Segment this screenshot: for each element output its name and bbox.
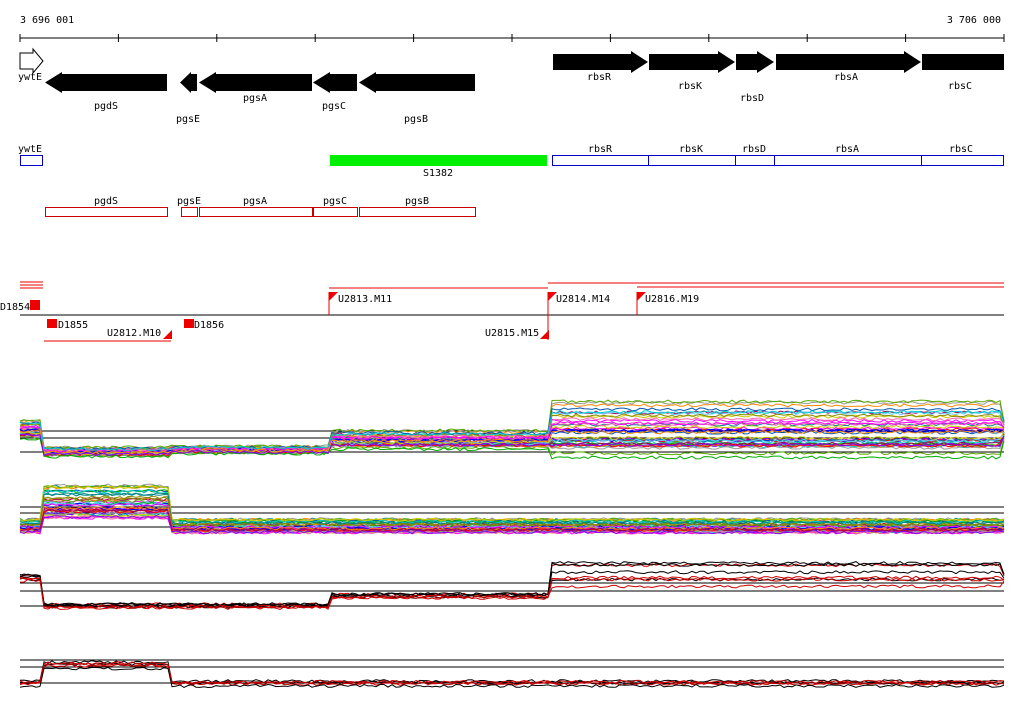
marker-label-d1854: D1854 (0, 302, 30, 313)
marker-u2814[interactable] (548, 292, 557, 301)
red-box-pgsB[interactable] (359, 207, 476, 217)
expression-panel-3 (19, 560, 1005, 610)
blue-box-rbsC[interactable] (921, 155, 1004, 166)
marker-label-u2816: U2816.M19 (645, 294, 699, 305)
expression-panel-4 (19, 659, 1005, 689)
gene-arrow-rbsR[interactable] (553, 51, 648, 73)
expression-trace (19, 509, 1005, 532)
gene-arrow-ywtE[interactable] (19, 47, 44, 75)
gene-arrow-pgsA[interactable] (199, 72, 312, 93)
gene-arrow-rbsD[interactable] (736, 51, 774, 73)
marker-label-d1856: D1856 (194, 320, 224, 331)
red-box-label-pgsC: pgsC (323, 196, 347, 207)
marker-u2812[interactable] (163, 330, 172, 339)
red-box-pgsC[interactable] (313, 207, 358, 217)
transcript-track: D1854 D1855 U2812.M10 D1856 U2813.M11 U2… (0, 281, 1004, 342)
gene-label-rbsD: rbsD (740, 93, 764, 104)
gene-label-pgsC: pgsC (322, 101, 346, 112)
gene-arrow-rbsC[interactable] (922, 54, 1004, 70)
expression-trace (19, 485, 1005, 522)
green-segment-label: S1382 (423, 168, 453, 179)
gene-label-ywtE: ywtE (18, 72, 42, 83)
gene-label-rbsK: rbsK (678, 81, 702, 92)
blue-box-label-rbsK: rbsK (679, 144, 703, 155)
blue-box-rbsA[interactable] (774, 155, 922, 166)
gene-arrow-pgsC[interactable] (313, 72, 357, 93)
red-box-pgsE[interactable] (181, 207, 198, 217)
ruler-end-label: 3 706 000 (947, 15, 1001, 26)
expression-trace (19, 570, 1005, 608)
gene-arrow-pgdS[interactable] (45, 72, 167, 93)
expression-trace (19, 562, 1005, 607)
expression-trace (19, 433, 1005, 457)
expression-trace (19, 431, 1005, 456)
expression-trace (19, 577, 1005, 609)
blue-box-rbsD[interactable] (735, 155, 775, 166)
gene-label-rbsA: rbsA (834, 72, 858, 83)
red-box-pgsA[interactable] (199, 207, 313, 217)
marker-label-u2812: U2812.M10 (107, 328, 161, 339)
ruler-ticks (19, 34, 1005, 42)
blue-box-label-rbsD: rbsD (742, 144, 766, 155)
marker-d1854[interactable] (30, 300, 40, 310)
red-box-label-pgdS: pgdS (94, 196, 118, 207)
blue-box-label-ywtE: ywtE (18, 144, 42, 155)
expression-trace (19, 428, 1005, 455)
reverse-feature-track: pgdS pgsE pgsA pgsC pgsB (45, 196, 476, 217)
blue-box-rbsR[interactable] (552, 155, 649, 166)
blue-box-ywtE[interactable] (20, 155, 43, 166)
marker-u2816[interactable] (637, 292, 646, 301)
expression-trace (19, 515, 1005, 535)
marker-d1855[interactable] (47, 319, 57, 328)
gene-label-pgsE: pgsE (176, 114, 200, 125)
gene-arrow-pgsB[interactable] (359, 72, 475, 93)
expression-trace (19, 666, 1005, 689)
marker-u2815[interactable] (540, 330, 549, 339)
gene-track: ywtE pgdS pgsE pgsA pgsC pgsB rbsR rbsK … (18, 47, 1004, 125)
blue-box-rbsK[interactable] (648, 155, 736, 166)
blue-box-label-rbsA: rbsA (835, 144, 859, 155)
gene-label-rbsR: rbsR (587, 72, 612, 83)
red-box-label-pgsE: pgsE (177, 196, 201, 207)
coordinate-ruler: 3 696 001 3 706 000 (19, 15, 1005, 42)
marker-d1856[interactable] (184, 319, 194, 328)
blue-box-label-rbsC: rbsC (949, 144, 973, 155)
gene-label-pgsA: pgsA (243, 93, 267, 104)
marker-label-u2813: U2813.M11 (338, 294, 392, 305)
gene-arrow-pgsE[interactable] (180, 72, 197, 93)
gene-label-pgsB: pgsB (404, 114, 428, 125)
ruler-start-label: 3 696 001 (20, 15, 74, 26)
expression-trace (19, 433, 1005, 458)
blue-box-label-rbsR: rbsR (588, 144, 613, 155)
expression-trace (19, 437, 1005, 460)
red-box-label-pgsB: pgsB (405, 196, 429, 207)
expression-panel-1 (19, 399, 1005, 460)
expression-trace (19, 575, 1005, 609)
red-box-label-pgsA: pgsA (243, 196, 267, 207)
expression-trace (19, 410, 1005, 451)
expression-trace (19, 496, 1005, 527)
gene-label-pgdS: pgdS (94, 101, 118, 112)
expression-trace (19, 399, 1005, 450)
red-box-pgdS[interactable] (45, 207, 168, 217)
expression-trace (19, 661, 1005, 684)
marker-label-d1855: D1855 (58, 320, 88, 331)
expression-trace (20, 578, 1005, 610)
marker-label-u2815: U2815.M15 (485, 328, 539, 339)
gene-label-rbsC: rbsC (948, 81, 972, 92)
marker-label-u2814: U2814.M14 (556, 294, 610, 305)
expression-panel-2 (19, 483, 1005, 535)
gene-arrow-rbsA[interactable] (776, 51, 921, 73)
marker-u2813[interactable] (329, 292, 338, 301)
gene-arrow-rbsK[interactable] (649, 51, 735, 73)
green-segment[interactable] (330, 155, 547, 166)
forward-feature-track: ywtE S1382 rbsR rbsK rbsD rbsA rbsC (18, 144, 1004, 179)
expression-trace (19, 563, 1005, 607)
